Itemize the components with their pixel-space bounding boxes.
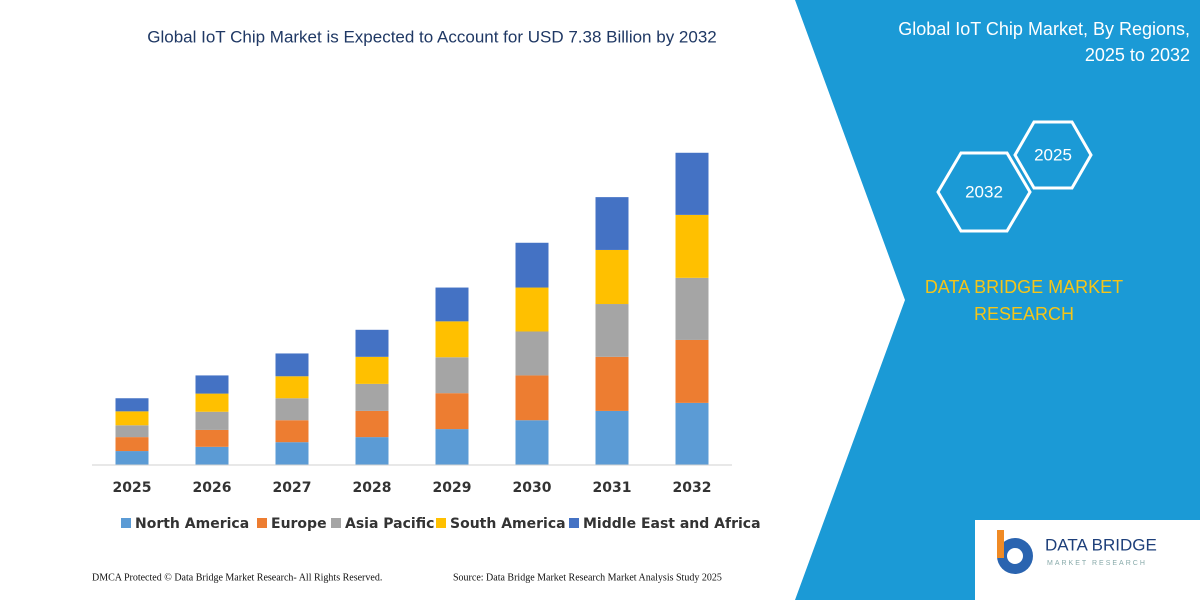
x-tick-label: 2029 bbox=[433, 480, 472, 496]
bar-segment bbox=[195, 411, 229, 430]
hexagon bbox=[1013, 120, 1093, 190]
bar-segment bbox=[355, 356, 389, 384]
x-tick-label: 2031 bbox=[593, 480, 632, 496]
bar-segment bbox=[275, 420, 309, 443]
legend-swatch bbox=[331, 518, 341, 528]
legend-swatch bbox=[436, 518, 446, 528]
bar-segment bbox=[355, 437, 389, 465]
bar-segment bbox=[675, 277, 709, 340]
x-tick-label: 2030 bbox=[513, 480, 552, 496]
bar-segment bbox=[515, 375, 549, 421]
brand-text: DATA BRIDGE MARKET bbox=[925, 277, 1123, 297]
brand-text: RESEARCH bbox=[974, 304, 1074, 324]
x-tick-label: 2028 bbox=[353, 480, 392, 496]
bar-segment bbox=[675, 214, 709, 278]
legend-swatch bbox=[569, 518, 579, 528]
bar-segment bbox=[675, 152, 709, 215]
bar-segment bbox=[435, 287, 469, 322]
bar-segment bbox=[595, 410, 629, 465]
bar-segment bbox=[595, 249, 629, 305]
logo-name: DATA BRIDGE bbox=[1045, 535, 1157, 554]
bar-segment bbox=[515, 420, 549, 465]
legend-label: North America bbox=[135, 516, 249, 532]
bar-segment bbox=[195, 429, 229, 447]
hexagon-label: 2025 bbox=[1034, 145, 1072, 164]
bar-segment bbox=[435, 393, 469, 430]
legend-label: Asia Pacific bbox=[345, 516, 434, 532]
bar-segment bbox=[435, 357, 469, 394]
bar-segment bbox=[595, 356, 629, 411]
x-tick-label: 2027 bbox=[273, 480, 312, 496]
bar-segment bbox=[435, 429, 469, 465]
bar-segment bbox=[675, 339, 709, 403]
bar-segment bbox=[435, 321, 469, 358]
legend-label: Middle East and Africa bbox=[583, 516, 761, 532]
bar-segment bbox=[195, 393, 229, 412]
bar-segment bbox=[355, 383, 389, 411]
logo-icon bbox=[1007, 548, 1023, 564]
side-panel bbox=[795, 0, 1200, 600]
legend-swatch bbox=[121, 518, 131, 528]
bar-segment bbox=[275, 353, 309, 377]
bar-segment bbox=[275, 398, 309, 421]
x-tick-label: 2026 bbox=[193, 480, 232, 496]
bar-segment bbox=[115, 451, 149, 465]
bar-segment bbox=[355, 329, 389, 357]
logo: DATA BRIDGE MARKET RESEARCH bbox=[997, 530, 1157, 574]
legend-swatch bbox=[257, 518, 267, 528]
legend-label: Europe bbox=[271, 516, 327, 532]
hexagon bbox=[936, 151, 1032, 233]
bar-segment bbox=[595, 197, 629, 250]
bar-segment bbox=[275, 442, 309, 465]
bar-segment bbox=[515, 331, 549, 376]
footer-text: DMCA Protected © Data Bridge Market Rese… bbox=[92, 572, 382, 583]
bar-segment bbox=[515, 242, 549, 288]
panel-title: 2025 to 2032 bbox=[1085, 45, 1190, 65]
bar-segment bbox=[355, 410, 389, 438]
footer-text: Source: Data Bridge Market Research Mark… bbox=[453, 572, 722, 583]
bar-segment bbox=[115, 398, 149, 412]
x-tick-label: 2032 bbox=[673, 480, 712, 496]
legend-label: South America bbox=[450, 516, 566, 532]
bar-segment bbox=[595, 304, 629, 357]
bar-segment bbox=[195, 446, 229, 465]
bar-segment bbox=[675, 402, 709, 465]
bar-segment bbox=[115, 411, 149, 426]
hexagon-label: 2032 bbox=[965, 182, 1003, 201]
bar-segment bbox=[515, 287, 549, 332]
logo-icon bbox=[997, 530, 1004, 558]
bar-segment bbox=[115, 425, 149, 438]
bar-segment bbox=[115, 437, 149, 452]
logo-tagline: MARKET RESEARCH bbox=[1047, 560, 1147, 567]
x-tick-label: 2025 bbox=[113, 480, 152, 496]
panel-title: Global IoT Chip Market, By Regions, bbox=[898, 19, 1190, 39]
chart-title: Global IoT Chip Market is Expected to Ac… bbox=[147, 27, 716, 46]
bar-segment bbox=[275, 376, 309, 399]
bar-segment bbox=[195, 375, 229, 394]
